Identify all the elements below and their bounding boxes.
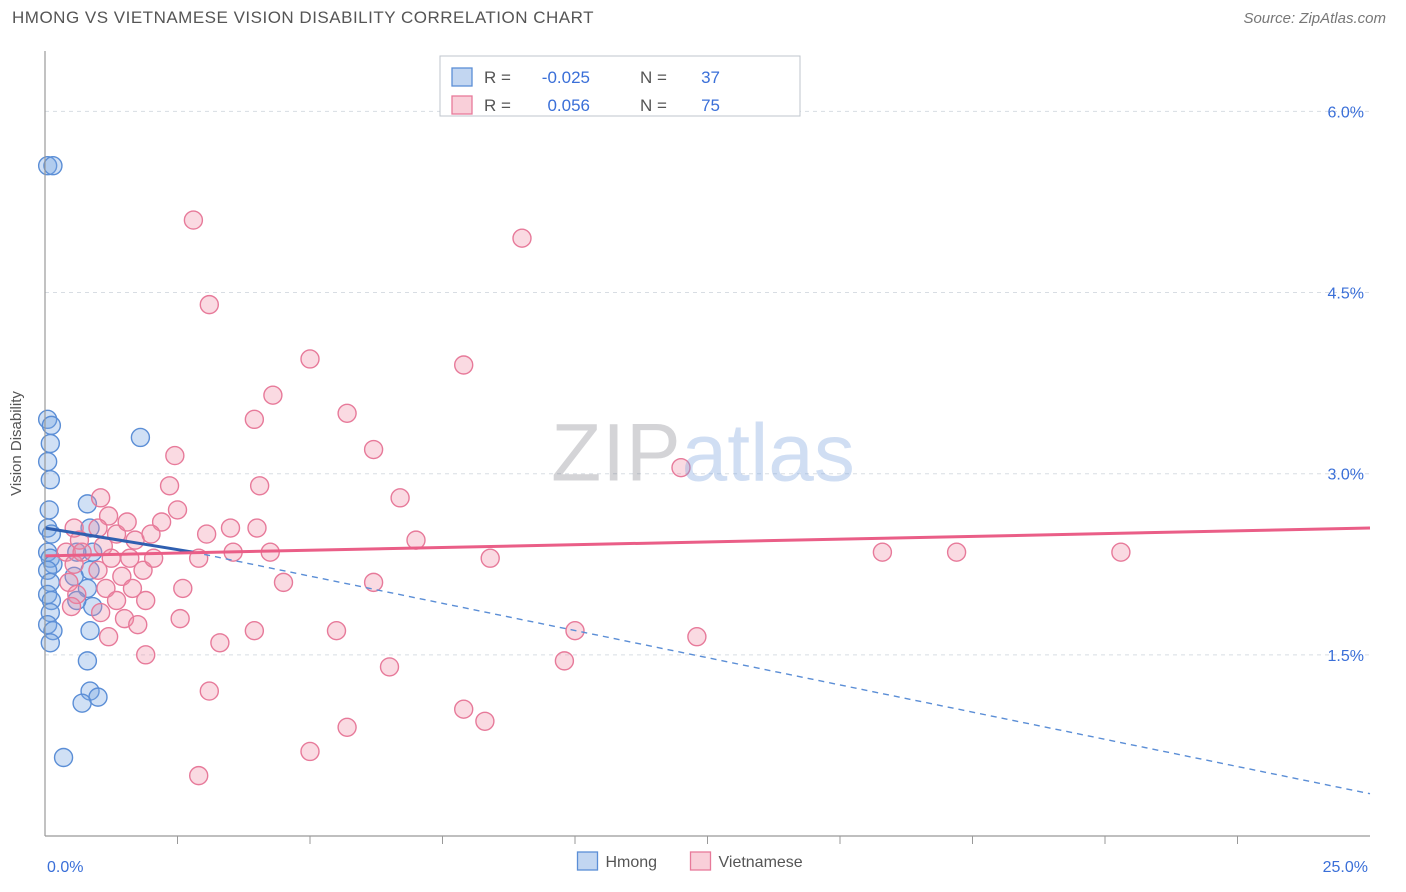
svg-text:N =: N = — [640, 68, 667, 87]
svg-text:25.0%: 25.0% — [1323, 859, 1368, 876]
svg-text:R =: R = — [484, 96, 511, 115]
svg-text:6.0%: 6.0% — [1328, 104, 1364, 121]
svg-text:4.5%: 4.5% — [1328, 286, 1364, 303]
svg-text:R =: R = — [484, 68, 511, 87]
svg-text:37: 37 — [701, 68, 720, 87]
chart-title: HMONG VS VIETNAMESE VISION DISABILITY CO… — [12, 8, 594, 28]
svg-text:-0.025: -0.025 — [542, 68, 590, 87]
svg-text:3.0%: 3.0% — [1328, 467, 1364, 484]
chart-area: 1.5% 3.0% 4.5% 6.0% 0.0% 25.0% Vision Disabili… — [0, 36, 1406, 886]
svg-text:Vietnamese: Vietnamese — [719, 854, 803, 871]
svg-text:Hmong: Hmong — [606, 854, 658, 871]
scatter-chart: 1.5% 3.0% 4.5% 6.0% 0.0% 25.0% Vision Disabili… — [0, 36, 1406, 886]
chart-source: Source: ZipAtlas.com — [1243, 10, 1386, 27]
svg-text:Vision Disability: Vision Disability — [8, 391, 25, 496]
svg-text:1.5%: 1.5% — [1328, 648, 1364, 665]
chart-header: HMONG VS VIETNAMESE VISION DISABILITY CO… — [0, 0, 1406, 36]
svg-text:75: 75 — [701, 96, 720, 115]
svg-text:0.056: 0.056 — [547, 96, 590, 115]
svg-text:0.0%: 0.0% — [47, 859, 83, 876]
svg-text:N =: N = — [640, 96, 667, 115]
